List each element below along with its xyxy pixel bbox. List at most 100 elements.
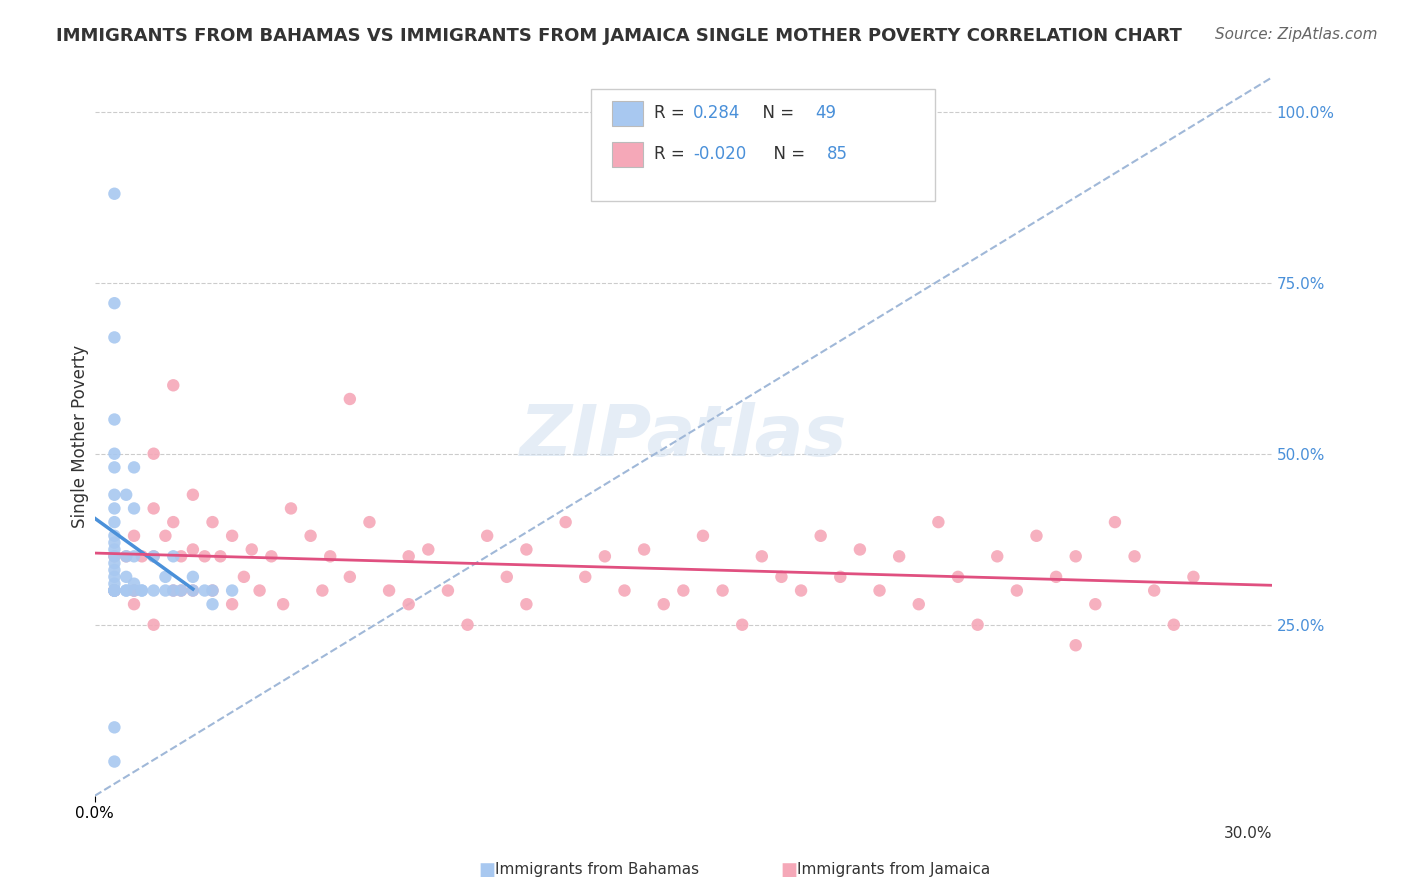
Point <box>103 549 125 564</box>
Point <box>201 583 224 598</box>
Y-axis label: Single Mother Poverty: Single Mother Poverty <box>72 345 89 528</box>
Point <box>122 583 145 598</box>
Point <box>475 529 498 543</box>
Text: IMMIGRANTS FROM BAHAMAS VS IMMIGRANTS FROM JAMAICA SINGLE MOTHER POVERTY CORRELA: IMMIGRANTS FROM BAHAMAS VS IMMIGRANTS FR… <box>56 27 1182 45</box>
Point <box>221 597 243 611</box>
Point <box>398 549 420 564</box>
Point <box>103 583 125 598</box>
Point <box>1025 529 1047 543</box>
Point <box>103 186 125 201</box>
Point <box>271 597 294 611</box>
Point <box>1005 583 1028 598</box>
Point <box>103 542 125 557</box>
Point <box>299 529 322 543</box>
Point <box>103 501 125 516</box>
Text: Source: ZipAtlas.com: Source: ZipAtlas.com <box>1215 27 1378 42</box>
Text: ■: ■ <box>478 861 495 879</box>
Point <box>672 583 695 598</box>
Point <box>574 570 596 584</box>
Point <box>103 576 125 591</box>
Point <box>142 617 165 632</box>
Point <box>103 460 125 475</box>
Point <box>103 563 125 577</box>
Text: ZIPatlas: ZIPatlas <box>520 402 846 471</box>
Point <box>103 583 125 598</box>
Point <box>131 583 153 598</box>
Point <box>437 583 460 598</box>
Point <box>966 617 988 632</box>
Point <box>115 488 138 502</box>
Point <box>155 570 177 584</box>
Point <box>946 570 969 584</box>
Point <box>731 617 754 632</box>
Point <box>339 570 361 584</box>
Point <box>280 501 302 516</box>
Point <box>122 529 145 543</box>
Point <box>122 460 145 475</box>
Point <box>142 549 165 564</box>
Point <box>1064 549 1087 564</box>
Point <box>103 412 125 426</box>
Point <box>181 570 204 584</box>
Point <box>339 392 361 406</box>
Point <box>162 515 184 529</box>
Point <box>103 720 125 734</box>
Point <box>232 570 254 584</box>
Point <box>122 501 145 516</box>
Point <box>378 583 401 598</box>
Point <box>1104 515 1126 529</box>
Point <box>103 556 125 570</box>
Point <box>398 597 420 611</box>
Point <box>810 529 832 543</box>
Point <box>103 583 125 598</box>
Point <box>1064 638 1087 652</box>
Point <box>103 529 125 543</box>
Point <box>181 583 204 598</box>
Point <box>131 549 153 564</box>
Point <box>1045 570 1067 584</box>
Point <box>122 583 145 598</box>
Point <box>115 549 138 564</box>
Text: ■: ■ <box>780 861 797 879</box>
Point <box>142 583 165 598</box>
Point <box>170 549 193 564</box>
Point <box>613 583 636 598</box>
Text: -0.020: -0.020 <box>693 145 747 163</box>
Point <box>122 576 145 591</box>
Point <box>359 515 381 529</box>
Point <box>170 583 193 598</box>
Point <box>142 549 165 564</box>
Point <box>122 549 145 564</box>
Point <box>830 570 852 584</box>
Point <box>181 583 204 598</box>
Text: N =: N = <box>763 145 811 163</box>
Point <box>194 583 217 598</box>
Point <box>115 549 138 564</box>
Point <box>103 583 125 598</box>
Point <box>103 488 125 502</box>
Point <box>103 535 125 549</box>
Point <box>1143 583 1166 598</box>
Point <box>103 549 125 564</box>
Point <box>927 515 949 529</box>
Point <box>1123 549 1146 564</box>
Point <box>181 488 204 502</box>
Point <box>201 583 224 598</box>
Text: 30.0%: 30.0% <box>1223 826 1272 841</box>
Point <box>495 570 517 584</box>
Point <box>181 542 204 557</box>
Point <box>889 549 911 564</box>
Text: 85: 85 <box>827 145 848 163</box>
Point <box>986 549 1008 564</box>
Point <box>1084 597 1107 611</box>
Point <box>260 549 283 564</box>
Point <box>457 617 479 632</box>
Point <box>122 597 145 611</box>
Point <box>103 583 125 598</box>
Point <box>418 542 440 557</box>
Point <box>515 542 537 557</box>
Point <box>907 597 929 611</box>
Point <box>170 583 193 598</box>
Text: N =: N = <box>752 104 800 122</box>
Point <box>515 597 537 611</box>
